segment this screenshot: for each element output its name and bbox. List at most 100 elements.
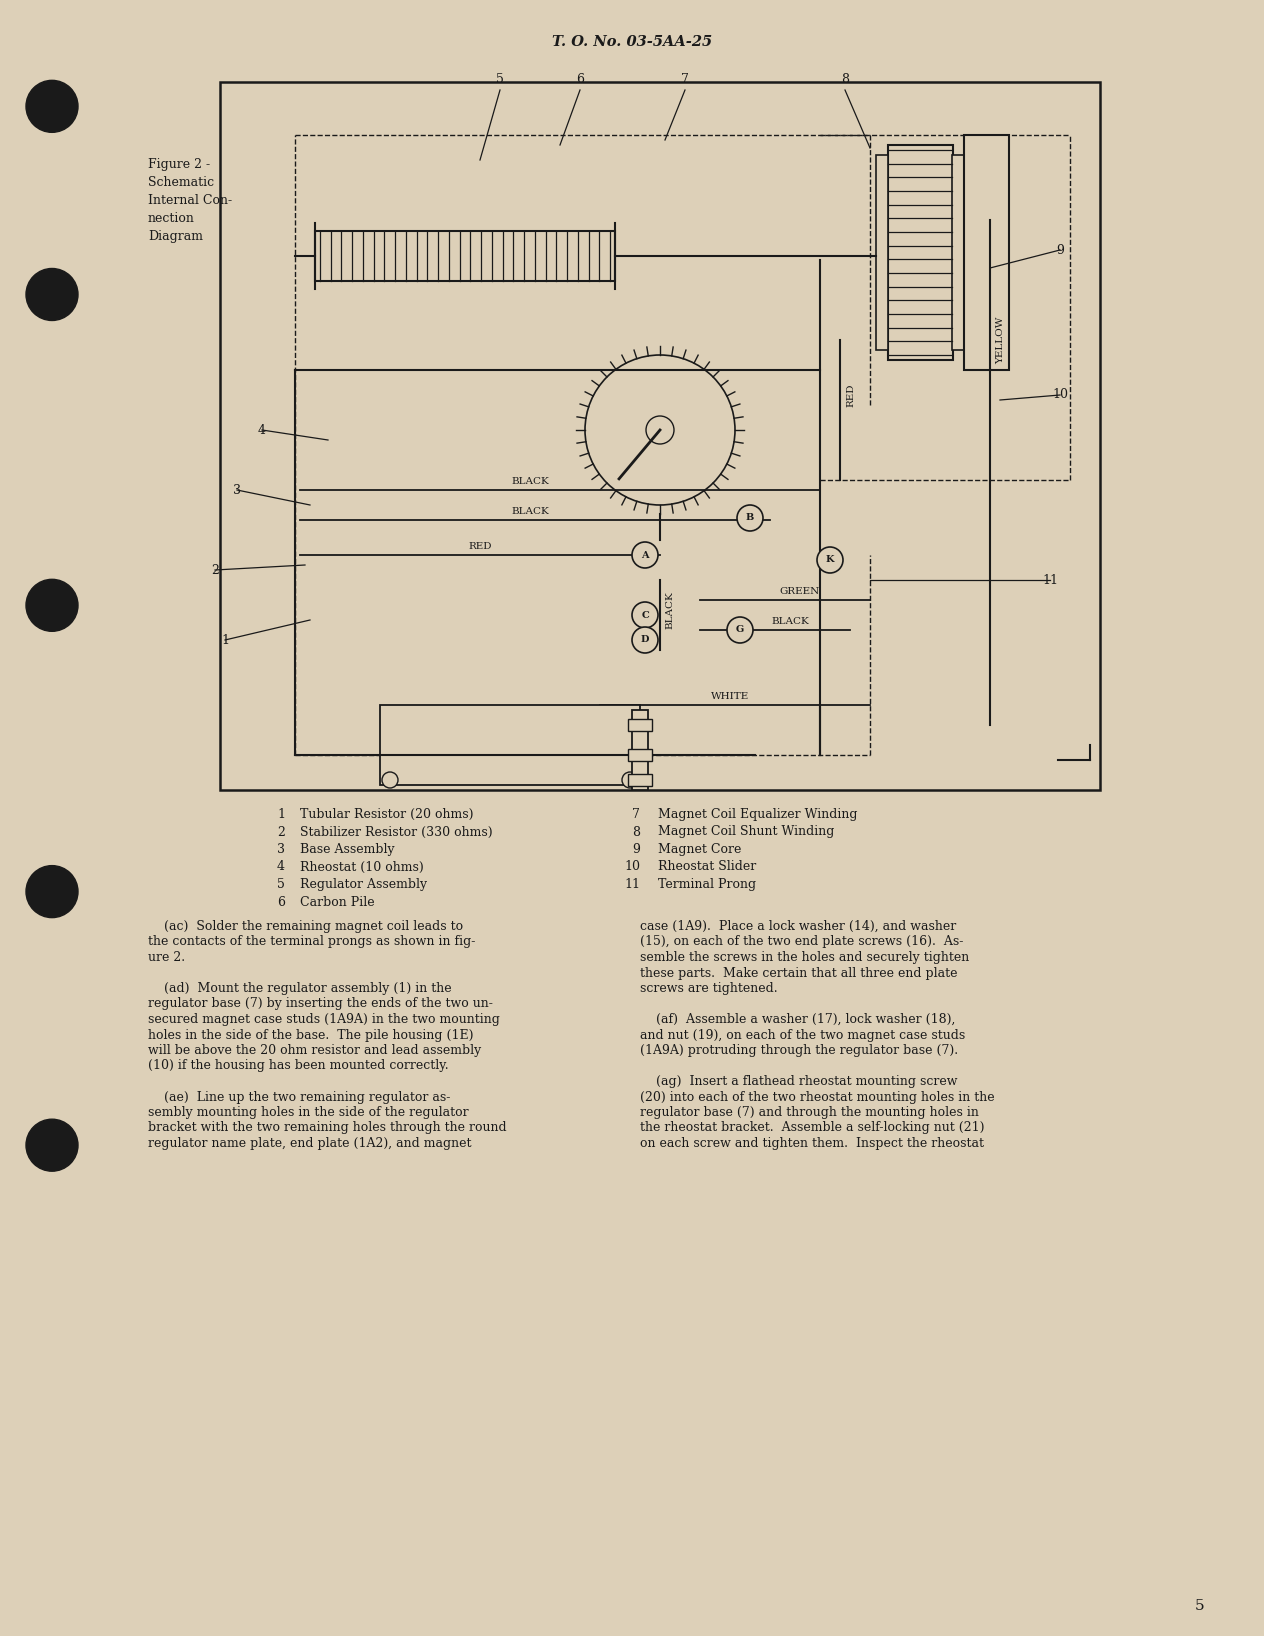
Circle shape — [27, 268, 78, 321]
Text: 1: 1 — [221, 633, 229, 646]
Text: (20) into each of the two rheostat mounting holes in the: (20) into each of the two rheostat mount… — [640, 1091, 995, 1104]
Text: 9: 9 — [1055, 244, 1064, 257]
Text: 10: 10 — [1052, 388, 1068, 401]
Text: sembly mounting holes in the side of the regulator: sembly mounting holes in the side of the… — [148, 1106, 469, 1119]
Text: regulator base (7) by inserting the ends of the two un-: regulator base (7) by inserting the ends… — [148, 998, 493, 1011]
Text: Rheostat Slider: Rheostat Slider — [659, 861, 756, 874]
Text: BLACK: BLACK — [511, 507, 549, 515]
Text: K: K — [825, 556, 834, 564]
Circle shape — [817, 546, 843, 573]
Text: (ae)  Line up the two remaining regulator as-: (ae) Line up the two remaining regulator… — [148, 1091, 450, 1104]
Bar — [628, 749, 652, 761]
Text: 4: 4 — [277, 861, 284, 874]
Text: will be above the 20 ohm resistor and lead assembly: will be above the 20 ohm resistor and le… — [148, 1044, 482, 1057]
Text: 7: 7 — [632, 808, 640, 821]
Circle shape — [27, 80, 78, 133]
Text: Magnet Coil Shunt Winding: Magnet Coil Shunt Winding — [659, 826, 834, 839]
Text: Regulator Assembly: Regulator Assembly — [300, 879, 427, 892]
Text: 1: 1 — [277, 808, 284, 821]
Text: RED: RED — [846, 383, 854, 407]
Text: Tubular Resistor (20 ohms): Tubular Resistor (20 ohms) — [300, 808, 474, 821]
Circle shape — [632, 602, 659, 628]
Text: these parts.  Make certain that all three end plate: these parts. Make certain that all three… — [640, 967, 958, 980]
Text: case (1A9).  Place a lock washer (14), and washer: case (1A9). Place a lock washer (14), an… — [640, 919, 957, 933]
Circle shape — [737, 506, 763, 532]
Bar — [632, 710, 648, 790]
Bar — [964, 136, 1009, 370]
Text: WHITE: WHITE — [710, 692, 750, 700]
Text: 11: 11 — [1042, 574, 1058, 586]
Circle shape — [727, 617, 753, 643]
Text: (10) if the housing has been mounted correctly.: (10) if the housing has been mounted cor… — [148, 1060, 449, 1073]
Bar — [889, 146, 953, 360]
Text: 5: 5 — [277, 879, 284, 892]
Text: screws are tightened.: screws are tightened. — [640, 982, 777, 995]
Text: B: B — [746, 514, 755, 522]
Text: Figure 2 -
Schematic
Internal Con-
nection
Diagram: Figure 2 - Schematic Internal Con- necti… — [148, 159, 233, 244]
Text: D: D — [641, 635, 650, 645]
Text: Base Assembly: Base Assembly — [300, 843, 394, 856]
Text: 5: 5 — [495, 74, 504, 87]
Text: 11: 11 — [624, 879, 640, 892]
Text: ure 2.: ure 2. — [148, 951, 185, 964]
Text: (af)  Assemble a washer (17), lock washer (18),: (af) Assemble a washer (17), lock washer… — [640, 1013, 956, 1026]
Text: 4: 4 — [258, 424, 265, 437]
Text: (15), on each of the two end plate screws (16).  As-: (15), on each of the two end plate screw… — [640, 936, 963, 949]
Text: GREEN: GREEN — [780, 587, 820, 596]
Circle shape — [27, 1119, 78, 1171]
Text: 10: 10 — [624, 861, 640, 874]
Text: BLACK: BLACK — [771, 617, 809, 627]
Bar — [380, 705, 640, 785]
Text: 3: 3 — [233, 484, 241, 496]
Text: 6: 6 — [576, 74, 584, 87]
Circle shape — [646, 416, 674, 443]
Text: the rheostat bracket.  Assemble a self-locking nut (21): the rheostat bracket. Assemble a self-lo… — [640, 1122, 985, 1134]
Text: T. O. No. 03-5AA-25: T. O. No. 03-5AA-25 — [552, 34, 712, 49]
Text: bracket with the two remaining holes through the round: bracket with the two remaining holes thr… — [148, 1122, 507, 1134]
Text: and nut (19), on each of the two magnet case studs: and nut (19), on each of the two magnet … — [640, 1029, 966, 1042]
Text: A: A — [641, 550, 648, 560]
Text: secured magnet case studs (1A9A) in the two mounting: secured magnet case studs (1A9A) in the … — [148, 1013, 499, 1026]
Text: the contacts of the terminal prongs as shown in fig-: the contacts of the terminal prongs as s… — [148, 936, 475, 949]
Text: Carbon Pile: Carbon Pile — [300, 895, 374, 908]
Text: C: C — [641, 610, 648, 620]
Text: G: G — [736, 625, 744, 635]
Text: Terminal Prong: Terminal Prong — [659, 879, 756, 892]
Circle shape — [622, 772, 638, 789]
Text: RED: RED — [468, 542, 492, 551]
Circle shape — [632, 542, 659, 568]
Text: BLACK: BLACK — [665, 591, 674, 628]
Text: (ac)  Solder the remaining magnet coil leads to: (ac) Solder the remaining magnet coil le… — [148, 919, 463, 933]
Bar — [628, 718, 652, 731]
Circle shape — [27, 579, 78, 631]
Text: holes in the side of the base.  The pile housing (1E): holes in the side of the base. The pile … — [148, 1029, 474, 1042]
Text: 3: 3 — [277, 843, 284, 856]
Text: BLACK: BLACK — [511, 478, 549, 486]
Bar — [876, 155, 889, 350]
Text: regulator name plate, end plate (1A2), and magnet: regulator name plate, end plate (1A2), a… — [148, 1137, 471, 1150]
Text: 8: 8 — [841, 74, 849, 87]
Text: on each screw and tighten them.  Inspect the rheostat: on each screw and tighten them. Inspect … — [640, 1137, 983, 1150]
Bar — [628, 774, 652, 785]
Text: 7: 7 — [681, 74, 689, 87]
Text: Rheostat (10 ohms): Rheostat (10 ohms) — [300, 861, 423, 874]
Text: 2: 2 — [211, 563, 219, 576]
Bar — [220, 82, 1100, 790]
Text: regulator base (7) and through the mounting holes in: regulator base (7) and through the mount… — [640, 1106, 978, 1119]
Circle shape — [585, 355, 734, 506]
Bar — [315, 231, 616, 281]
Text: (1A9A) protruding through the regulator base (7).: (1A9A) protruding through the regulator … — [640, 1044, 958, 1057]
Text: 2: 2 — [277, 826, 284, 839]
Text: YELLOW: YELLOW — [996, 316, 1005, 363]
Text: 9: 9 — [632, 843, 640, 856]
Circle shape — [382, 772, 398, 789]
Bar — [952, 155, 964, 350]
Text: Stabilizer Resistor (330 ohms): Stabilizer Resistor (330 ohms) — [300, 826, 493, 839]
Circle shape — [27, 865, 78, 918]
Text: 8: 8 — [632, 826, 640, 839]
Text: Magnet Coil Equalizer Winding: Magnet Coil Equalizer Winding — [659, 808, 857, 821]
Text: (ad)  Mount the regulator assembly (1) in the: (ad) Mount the regulator assembly (1) in… — [148, 982, 451, 995]
Text: 5: 5 — [1196, 1598, 1205, 1613]
Text: semble the screws in the holes and securely tighten: semble the screws in the holes and secur… — [640, 951, 969, 964]
Text: 6: 6 — [277, 895, 284, 908]
